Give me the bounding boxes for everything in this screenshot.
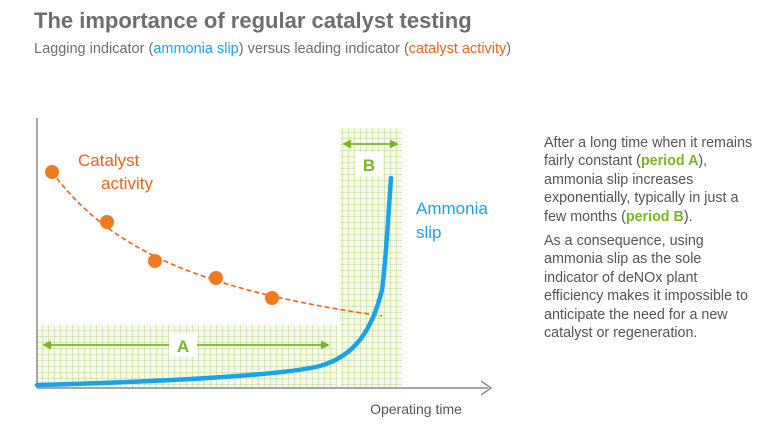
explanation-paragraph-2: As a consequence, using ammonia slip as …: [544, 233, 748, 342]
ammonia-slip-label-line2: slip: [416, 223, 442, 242]
subtitle-lagging-indicator: ammonia slip: [153, 41, 239, 57]
period-b-highlight: period B: [625, 208, 684, 225]
subtitle-middle: ) versus leading indicator (: [238, 41, 409, 57]
catalyst-point: [100, 215, 114, 229]
subtitle: Lagging indicator (ammonia slip) versus …: [34, 41, 511, 57]
subtitle-prefix: Lagging indicator (: [34, 41, 154, 57]
catalyst-point: [209, 271, 223, 285]
catalyst-point: [45, 165, 59, 179]
x-axis-arrow-icon: [480, 380, 493, 396]
explanation-paragraph-1: After a long time when it remains fairly…: [544, 134, 756, 226]
period-a-label: A: [177, 337, 189, 356]
catalyst-point: [265, 291, 279, 305]
page-title: The importance of regular catalyst testi…: [34, 8, 472, 33]
subtitle-suffix: ): [506, 41, 512, 57]
catalyst-activity-label-line2: activity: [101, 174, 153, 193]
period-a-highlight: period A: [640, 153, 699, 170]
explanation-text-part: ).: [683, 208, 693, 225]
period-b-label-box: [355, 152, 383, 176]
explanation-text: After a long time when it remains fairly…: [544, 134, 756, 348]
ammonia-slip-curve: [34, 175, 394, 388]
subtitle-leading-indicator: catalyst activity: [408, 41, 507, 57]
catalyst-activity-label-line1: Catalyst: [78, 151, 140, 170]
period-b-label: B: [363, 156, 375, 175]
explanation-text-part: After a long time when it remains fairly…: [544, 135, 753, 170]
catalyst-activity-curve: [51, 171, 383, 317]
explanation-text-part: ), ammonia slip increases exponentially,…: [544, 153, 739, 225]
period-a-label-box: [169, 333, 197, 357]
x-axis-label: Operating time: [370, 401, 462, 417]
ammonia-slip-label-line1: Ammonia: [416, 199, 488, 218]
catalyst-point: [148, 254, 162, 268]
